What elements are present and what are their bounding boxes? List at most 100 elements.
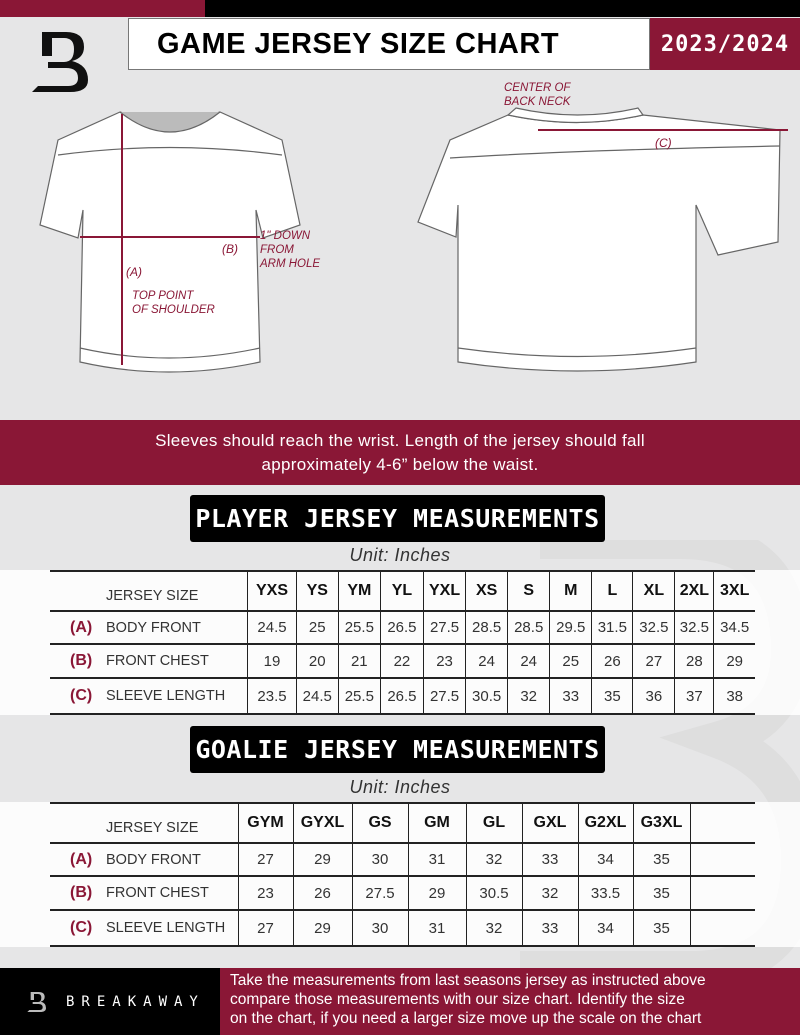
table-cell: 33 bbox=[521, 843, 579, 877]
table-cell: 34 bbox=[577, 843, 634, 877]
table-row: (A) BODY FRONT 24.5 25 25.5 26.5 27.5 28.5 28.5 2… bbox=[50, 611, 755, 645]
jersey-diagrams bbox=[39, 107, 788, 373]
jersey-size-label: JERSEY SIZE bbox=[50, 802, 239, 844]
table-cell: 19 bbox=[247, 644, 297, 679]
table-cell: 28 bbox=[674, 644, 715, 679]
season-badge: 2023/2024 bbox=[650, 18, 800, 70]
row-label: (C) SLEEVE LENGTH bbox=[50, 910, 239, 947]
marker-a: (A) bbox=[126, 265, 142, 279]
table-cell: 32.5 bbox=[632, 611, 676, 645]
row-label: (B) FRONT CHEST bbox=[50, 644, 249, 679]
size-header: YXL bbox=[422, 570, 467, 612]
size-header bbox=[689, 802, 755, 844]
table-cell: 33 bbox=[521, 910, 579, 947]
table-row: (B) FRONT CHEST 23 26 27.5 29 30.5 32 33.5 35 bbox=[50, 876, 755, 911]
table-cell: 20 bbox=[295, 644, 339, 679]
table-cell: 27.5 bbox=[422, 611, 467, 645]
table-row: (A) BODY FRONT 27 29 30 31 32 33 34 35 bbox=[50, 843, 755, 877]
row-letter: (A) bbox=[70, 850, 93, 868]
table-cell: 33 bbox=[549, 678, 593, 715]
table-cell: 30 bbox=[351, 910, 409, 947]
table-cell: 26 bbox=[591, 644, 634, 679]
row-letter: (A) bbox=[70, 618, 93, 636]
table-cell: 27 bbox=[237, 843, 294, 877]
row-label: (A) BODY FRONT bbox=[50, 611, 249, 645]
table-cell: 25.5 bbox=[337, 678, 381, 715]
table-cell: 25 bbox=[549, 644, 593, 679]
breakaway-logo bbox=[32, 32, 88, 92]
size-header: GYM bbox=[237, 802, 294, 844]
size-header: G2XL bbox=[577, 802, 634, 844]
table-cell: 32.5 bbox=[674, 611, 715, 645]
table-cell: 28.5 bbox=[465, 611, 509, 645]
size-header: XL bbox=[632, 570, 676, 612]
table-row: (B) FRONT CHEST 19 20 21 22 23 24 24 25 26 27 28 29 bbox=[50, 644, 755, 679]
table-cell: 23.5 bbox=[247, 678, 297, 715]
measurement-lines bbox=[80, 114, 788, 365]
row-name: BODY FRONT bbox=[106, 619, 201, 636]
table-cell: 30.5 bbox=[465, 876, 523, 911]
top-bar-accent bbox=[0, 0, 205, 17]
row-name: SLEEVE LENGTH bbox=[106, 688, 226, 704]
size-header: M bbox=[549, 570, 593, 612]
table-cell: 32 bbox=[465, 910, 523, 947]
player-unit: Unit: Inches bbox=[349, 545, 451, 565]
row-name: SLEEVE LENGTH bbox=[106, 920, 226, 936]
table-cell: 36 bbox=[632, 678, 676, 715]
top-bar bbox=[205, 0, 800, 17]
table-cell: 24.5 bbox=[295, 678, 339, 715]
size-header: YL bbox=[379, 570, 425, 612]
table-cell: 29.5 bbox=[549, 611, 593, 645]
table-cell: 24 bbox=[465, 644, 509, 679]
table-cell: 31 bbox=[407, 910, 467, 947]
table-cell: 34.5 bbox=[713, 611, 755, 645]
top-shoulder-note: TOP POINT OF SHOULDER bbox=[132, 290, 215, 316]
table-cell: 29 bbox=[292, 843, 353, 877]
table-cell: 34 bbox=[577, 910, 634, 947]
table-cell: 28.5 bbox=[507, 611, 551, 645]
row-letter: (C) bbox=[70, 919, 93, 936]
table-cell: 21 bbox=[337, 644, 381, 679]
table-cell: 35 bbox=[591, 678, 634, 715]
table-cell: 29 bbox=[713, 644, 755, 679]
table-cell: 26.5 bbox=[379, 611, 425, 645]
table-cell: 33.5 bbox=[577, 876, 634, 911]
size-header: G3XL bbox=[632, 802, 691, 844]
front-jersey-drawing bbox=[39, 111, 301, 373]
table-cell: 32 bbox=[507, 678, 551, 715]
size-header: GL bbox=[465, 802, 523, 844]
marker-c: (C) bbox=[655, 136, 672, 150]
size-header: 3XL bbox=[713, 570, 755, 612]
table-cell: 30 bbox=[351, 843, 409, 877]
row-label: (C) SLEEVE LENGTH bbox=[50, 678, 249, 715]
player-size-table: JERSEY SIZE YXS YS YM YL YXL XS S M L XL 2XL 3XL (A) B… bbox=[50, 570, 755, 715]
row-letter: (B) bbox=[70, 652, 93, 669]
table-cell: 35 bbox=[632, 876, 691, 911]
table-cell: 29 bbox=[292, 910, 353, 947]
table-cell: 32 bbox=[521, 876, 579, 911]
breakaway-logo-small bbox=[27, 991, 46, 1012]
arm-hole-note: 1" DOWN FROM ARM HOLE bbox=[260, 230, 321, 270]
table-cell: 27 bbox=[632, 644, 676, 679]
table-cell: 37 bbox=[674, 678, 715, 715]
brand-name: BREAKAWAY bbox=[66, 993, 205, 1010]
row-name: FRONT CHEST bbox=[106, 885, 209, 901]
table-cell: 38 bbox=[713, 678, 755, 715]
table-cell bbox=[689, 876, 755, 911]
table-cell: 30.5 bbox=[465, 678, 509, 715]
footer-brand: BREAKAWAY bbox=[0, 968, 220, 1035]
row-name: BODY FRONT bbox=[106, 851, 201, 868]
row-letter: (B) bbox=[70, 884, 93, 901]
size-header: GYXL bbox=[292, 802, 353, 844]
table-cell: 27 bbox=[237, 910, 294, 947]
size-header: 2XL bbox=[674, 570, 715, 612]
table-row: (C) SLEEVE LENGTH 27 29 30 31 32 33 34 35 bbox=[50, 910, 755, 947]
back-jersey-drawing bbox=[417, 107, 781, 372]
table-cell: 27.5 bbox=[351, 876, 409, 911]
footer-instructions: Take the measurements from last seasons … bbox=[220, 968, 800, 1035]
table-cell: 25 bbox=[295, 611, 339, 645]
page-title: GAME JERSEY SIZE CHART bbox=[128, 18, 650, 70]
size-header: YM bbox=[337, 570, 381, 612]
row-name: FRONT CHEST bbox=[106, 653, 209, 669]
size-header: GXL bbox=[521, 802, 579, 844]
